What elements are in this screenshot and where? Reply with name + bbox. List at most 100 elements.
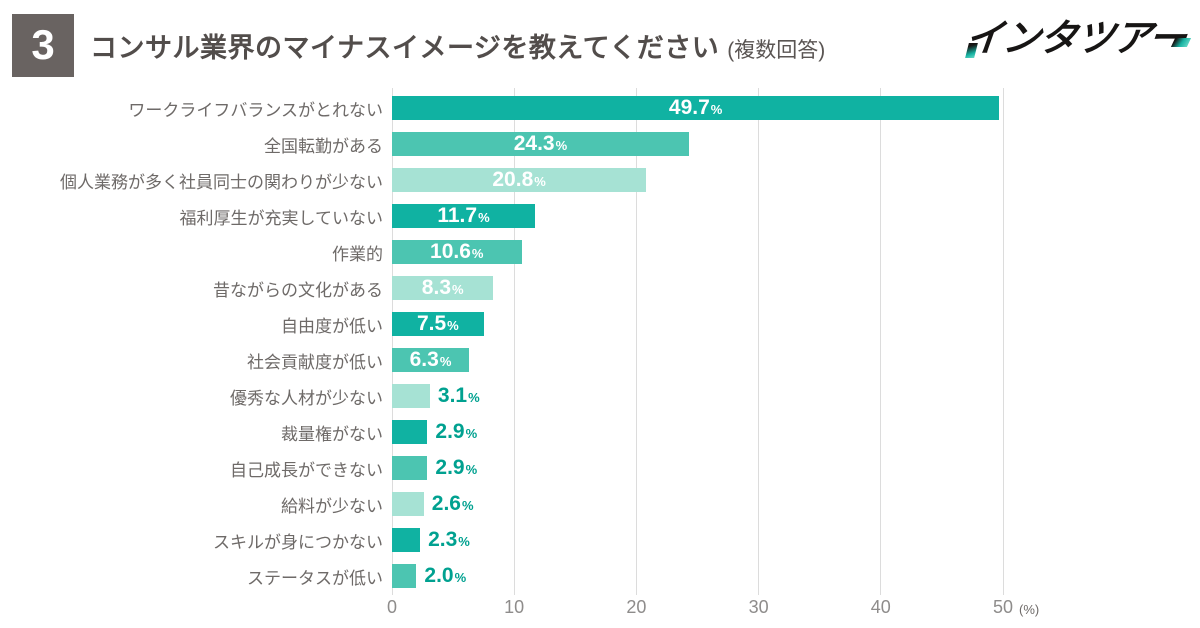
- percent-sign: %: [465, 426, 478, 441]
- chart-row: 裁量権がない 2.9%: [0, 414, 1200, 450]
- bar-track: 2.3%: [392, 522, 1200, 558]
- chart-row: スキルが身につかない 2.3%: [0, 522, 1200, 558]
- percent-sign: %: [555, 138, 568, 153]
- bar-track: 2.0%: [392, 558, 1200, 594]
- bar: 24.3%: [392, 132, 689, 156]
- value-number: 20.8: [492, 168, 534, 191]
- x-axis-tick: 50: [992, 597, 1014, 617]
- bar: 6.3%: [392, 348, 469, 372]
- value-label: 2.9%: [435, 456, 477, 480]
- bar-track: 10.6%: [392, 234, 1200, 270]
- gridlines: [391, 88, 1004, 595]
- category-label: 全国転勤がある: [264, 136, 383, 156]
- bar: [392, 420, 428, 444]
- chart-row: 社会貢献度が低い 6.3%: [0, 342, 1200, 378]
- bar: 8.3%: [392, 276, 494, 300]
- bar: [392, 492, 424, 516]
- x-axis: 0 10 20 30 40 50 (%): [387, 597, 1039, 623]
- bar-track: 6.3%: [392, 342, 1200, 378]
- chart-row: 個人業務が多く社員同士の関わりが少ない 20.8%: [0, 162, 1200, 198]
- bar: 49.7%: [392, 96, 1000, 120]
- intatour-logo: インタツアー: [963, 8, 1192, 60]
- value-number: 2.9: [435, 420, 465, 443]
- bar: [392, 456, 428, 480]
- title-wrap: コンサル業界のマイナスイメージを教えてください (複数回答): [90, 26, 825, 65]
- value-label: 2.0%: [424, 564, 466, 588]
- category-label: 自由度が低い: [281, 316, 383, 336]
- chart-row: 福利厚生が充実していない 11.7%: [0, 198, 1200, 234]
- percent-sign: %: [710, 102, 723, 117]
- category-label: 優秀な人材が少ない: [230, 388, 383, 408]
- bar-track: 2.6%: [392, 486, 1200, 522]
- bar: [392, 528, 421, 552]
- chart-row: 作業的 10.6%: [0, 234, 1200, 270]
- bar: 7.5%: [392, 312, 484, 336]
- percent-sign: %: [534, 174, 546, 189]
- chart-row: 自己成長ができない 2.9%: [0, 450, 1200, 486]
- bar-chart: ワークライフバランスがとれない 49.7% 全国転勤がある 24.3% 個人業務が多く社…: [0, 88, 1200, 628]
- percent-sign: %: [447, 318, 459, 333]
- bar: [392, 564, 417, 588]
- category-label: 裁量権がない: [281, 424, 383, 444]
- value-number: 7.5: [416, 312, 447, 335]
- percent-sign: %: [468, 390, 480, 405]
- bar-track: 24.3%: [392, 126, 1200, 162]
- value-label: 10.6%: [430, 240, 483, 264]
- x-axis-tick: 0: [386, 597, 398, 617]
- bar-track: 49.7%: [392, 90, 1200, 126]
- title-note: (複数回答): [727, 38, 826, 62]
- value-label: 2.9%: [435, 420, 477, 444]
- bar-track: 7.5%: [392, 306, 1200, 342]
- x-axis-tick: 10: [504, 597, 525, 617]
- value-label: 3.1%: [438, 384, 480, 408]
- gridline: [513, 88, 515, 595]
- question-number-badge: 3: [12, 13, 74, 77]
- logo-accent-icon: [1170, 38, 1192, 47]
- header: 3 コンサル業界のマイナスイメージを教えてください (複数回答): [12, 13, 1188, 77]
- chart-row: 給料が少ない 2.6%: [0, 486, 1200, 522]
- value-label: 24.3%: [514, 132, 567, 156]
- value-number: 2.3: [428, 528, 458, 551]
- bar-track: 8.3%: [392, 270, 1200, 306]
- percent-sign: %: [471, 246, 484, 261]
- chart-row: 全国転勤がある 24.3%: [0, 126, 1200, 162]
- value-number: 3.1: [437, 384, 468, 407]
- bar-track: 11.7%: [392, 198, 1200, 234]
- category-label: 昔ながらの文化がある: [213, 280, 383, 300]
- chart-row: ステータスが低い 2.0%: [0, 558, 1200, 594]
- value-label: 49.7%: [669, 96, 722, 120]
- value-number: 6.3: [409, 348, 439, 371]
- value-label: 7.5%: [417, 312, 459, 336]
- category-label: ステータスが低い: [247, 568, 383, 588]
- chart-rows: ワークライフバランスがとれない 49.7% 全国転勤がある 24.3% 個人業務が多く社…: [0, 90, 1200, 594]
- gridline: [880, 88, 882, 595]
- value-label: 2.3%: [428, 528, 470, 552]
- category-label: 福利厚生が充実していない: [179, 208, 384, 228]
- chart-row: 自由度が低い 7.5%: [0, 306, 1200, 342]
- chart-row: 昔ながらの文化がある 8.3%: [0, 270, 1200, 306]
- category-label: 給料が少ない: [281, 496, 383, 516]
- percent-sign: %: [465, 462, 478, 477]
- logo-text: インタツアー: [963, 17, 1188, 60]
- bar: [392, 384, 430, 408]
- category-label: 作業的: [332, 244, 383, 264]
- bar-track: 3.1%: [392, 378, 1200, 414]
- value-number: 10.6: [430, 240, 471, 263]
- category-label: ワークライフバランスがとれない: [128, 100, 383, 120]
- value-label: 11.7%: [437, 204, 489, 228]
- category-label: 社会貢献度が低い: [247, 352, 383, 372]
- value-label: 20.8%: [492, 168, 545, 192]
- value-label: 6.3%: [410, 348, 452, 372]
- value-number: 2.9: [435, 456, 465, 479]
- question-number: 3: [31, 21, 55, 68]
- gridline: [391, 88, 393, 595]
- value-number: 49.7: [668, 96, 710, 119]
- value-number: 8.3: [421, 276, 452, 299]
- percent-sign: %: [454, 570, 467, 585]
- chart-row: ワークライフバランスがとれない 49.7%: [0, 90, 1200, 126]
- bar: 10.6%: [392, 240, 522, 264]
- x-axis-tick: 30: [748, 597, 769, 617]
- value-number: 2.6: [431, 492, 461, 515]
- category-label: 自己成長ができない: [230, 460, 383, 480]
- value-number: 2.0: [424, 564, 454, 587]
